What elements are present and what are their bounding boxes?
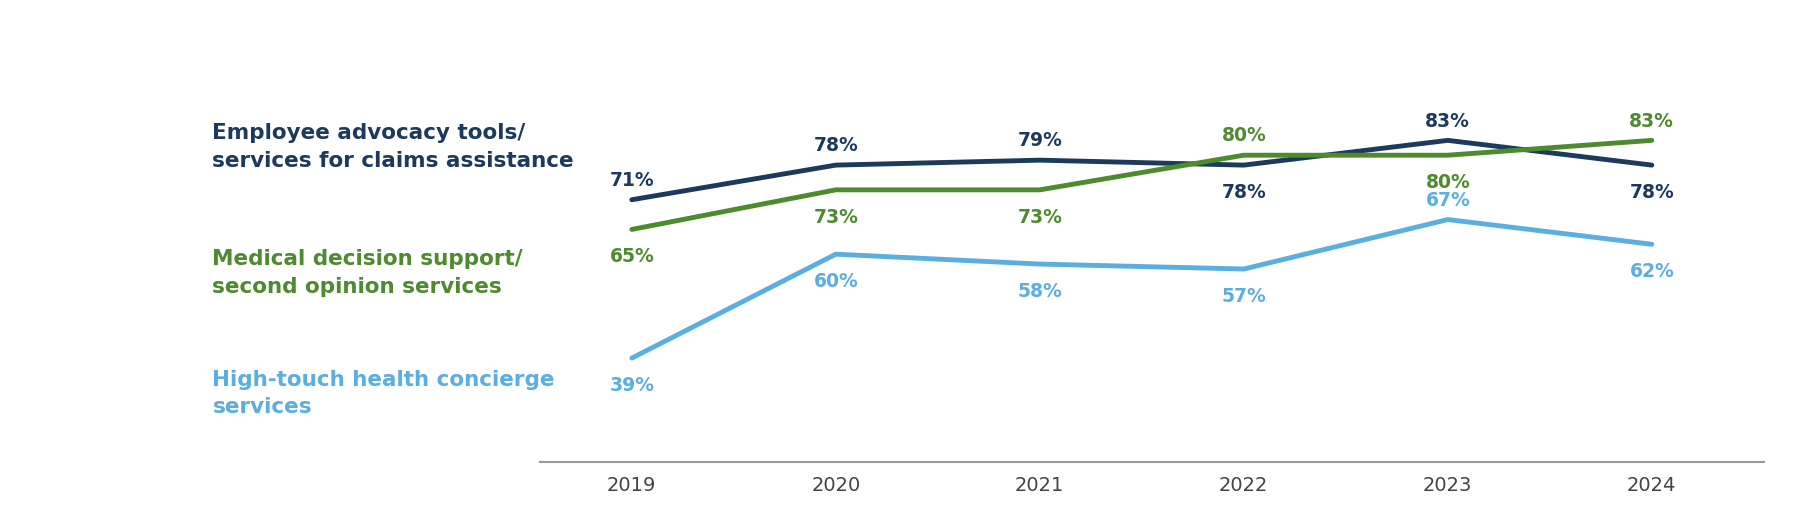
Text: 73%: 73%	[814, 208, 859, 227]
Text: 62%: 62%	[1629, 262, 1674, 281]
Text: 83%: 83%	[1426, 112, 1471, 131]
Text: 80%: 80%	[1222, 127, 1265, 145]
Text: 73%: 73%	[1017, 208, 1062, 227]
Text: 58%: 58%	[1017, 282, 1062, 301]
Text: 60%: 60%	[814, 272, 859, 291]
Text: Employee advocacy tools/
services for claims assistance: Employee advocacy tools/ services for cl…	[212, 123, 574, 171]
Text: High-touch health concierge
services: High-touch health concierge services	[212, 370, 554, 417]
Text: 78%: 78%	[814, 136, 859, 155]
Text: 83%: 83%	[1629, 112, 1674, 131]
Text: 71%: 71%	[610, 171, 653, 190]
Text: Medical decision support/
second opinion services: Medical decision support/ second opinion…	[212, 249, 524, 297]
Text: 39%: 39%	[610, 376, 655, 395]
Text: 78%: 78%	[1222, 183, 1265, 202]
Text: 57%: 57%	[1222, 287, 1265, 306]
Text: 80%: 80%	[1426, 173, 1471, 192]
Text: 67%: 67%	[1426, 191, 1471, 210]
Text: 78%: 78%	[1629, 183, 1674, 202]
Text: 65%: 65%	[610, 247, 653, 267]
Text: 79%: 79%	[1017, 131, 1062, 151]
